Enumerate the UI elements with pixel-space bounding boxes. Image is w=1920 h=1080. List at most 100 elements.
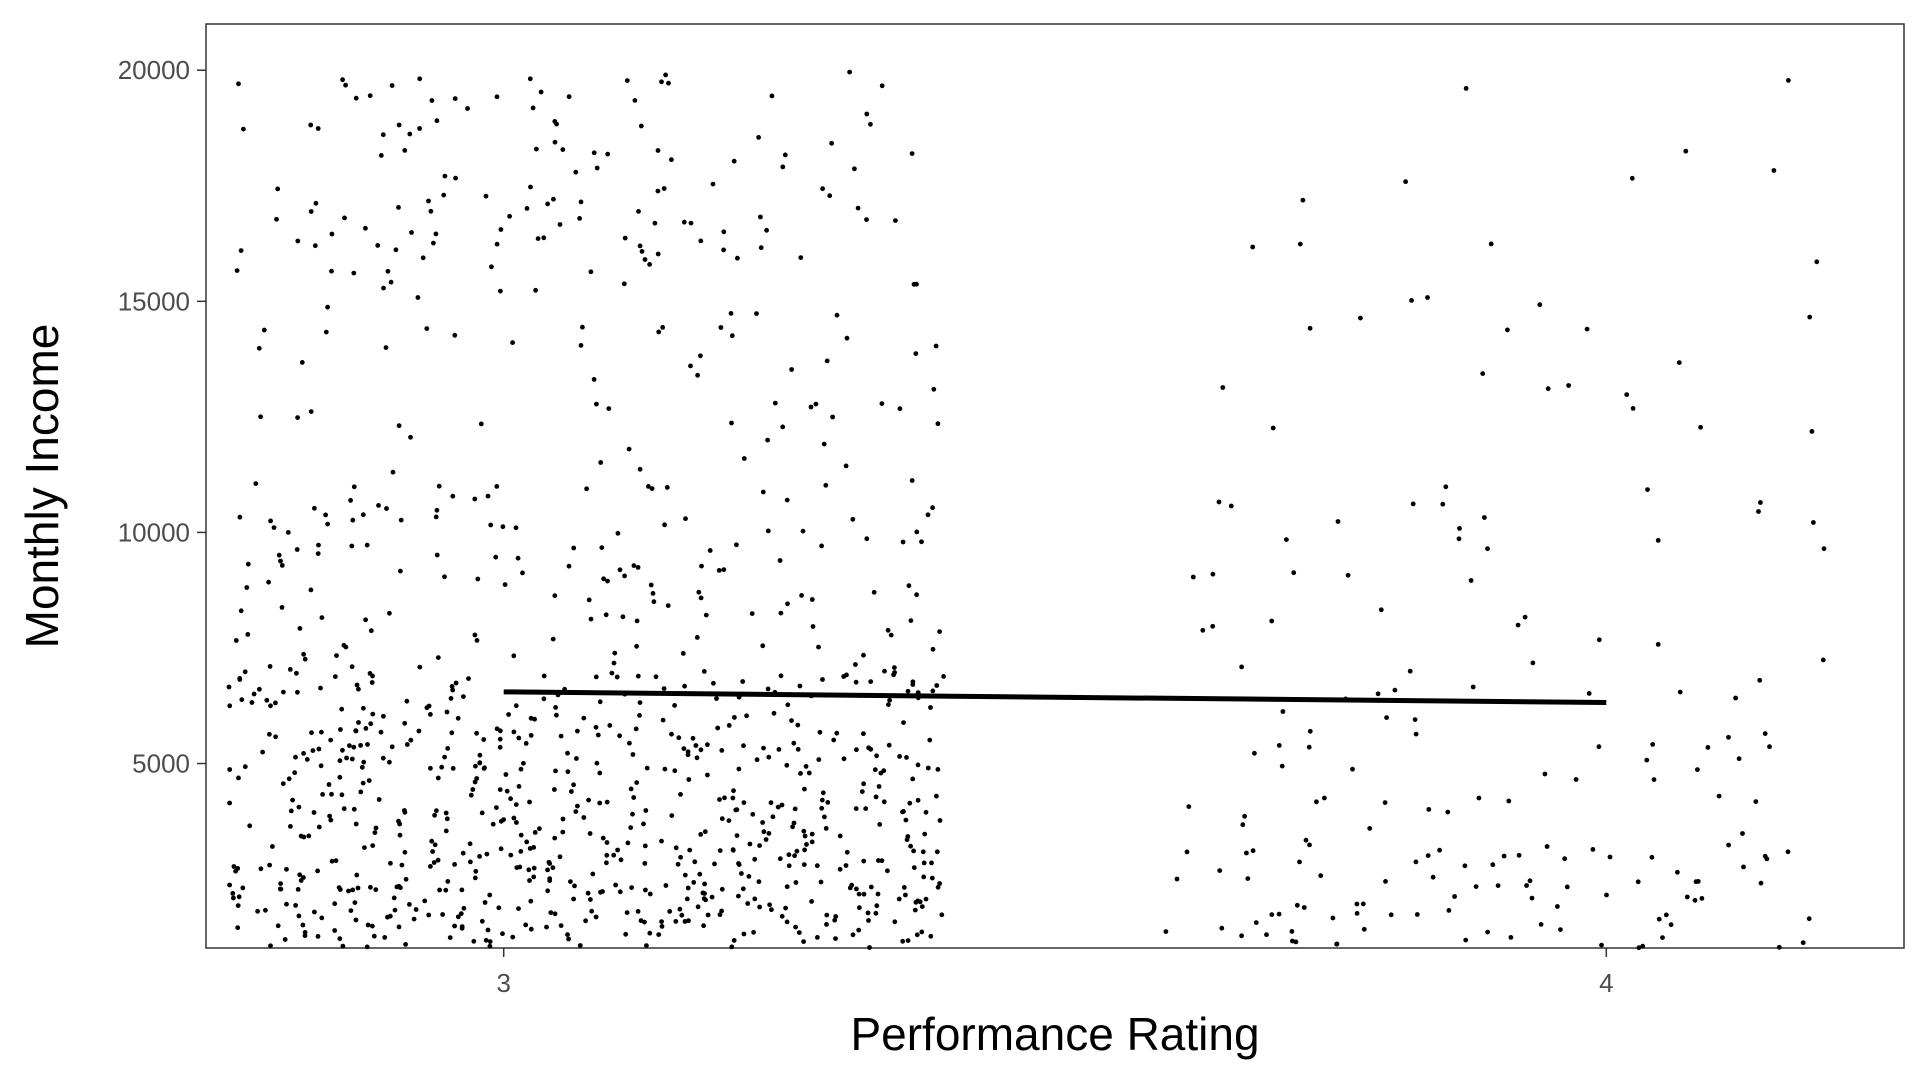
data-point [819,805,825,811]
data-point [1814,259,1820,265]
data-point [801,939,806,944]
data-point [566,94,572,100]
data-point [389,83,395,88]
data-point [460,850,466,856]
data-point [572,883,577,889]
data-point [609,670,615,676]
data-point [628,786,634,792]
data-point [545,888,551,894]
data-point [934,793,939,799]
data-point [256,345,262,351]
data-point [758,214,763,220]
data-point [757,843,762,848]
data-point [903,817,909,823]
data-point [1300,197,1306,203]
data-point [1544,844,1550,849]
data-point [680,651,686,656]
data-point [1413,731,1419,737]
data-point [780,424,786,430]
data-point [777,558,783,563]
data-point [814,863,820,869]
data-point [594,401,599,407]
data-point [383,345,389,350]
data-point [1629,175,1635,181]
data-point [413,907,419,912]
data-point [756,879,762,885]
data-point [868,679,874,684]
data-point [791,820,797,826]
data-point [1530,660,1536,666]
data-point [937,629,942,634]
data-point [642,861,648,866]
data-point [891,672,896,678]
data-point [686,777,692,782]
data-point [816,757,822,762]
data-point [1771,168,1777,173]
data-point [690,735,696,741]
data-point [282,937,288,942]
data-point [821,441,827,447]
data-point [568,879,573,884]
data-point [606,406,612,411]
data-point [823,826,829,831]
data-point [315,551,321,556]
data-point [697,871,703,877]
data-point [935,767,941,772]
data-point [892,919,898,925]
data-point [709,894,715,900]
data-point [287,667,293,672]
x-tick-label: 3 [496,968,510,998]
data-point [768,800,774,806]
data-point [402,849,408,855]
data-point [897,754,902,759]
data-point [934,849,940,855]
data-point [1806,916,1812,922]
data-point [409,230,414,235]
data-point [1516,852,1522,858]
data-point [514,865,520,870]
data-point [315,868,320,874]
data-point [518,766,524,772]
data-point [483,193,489,199]
data-point [547,861,553,866]
data-point [360,780,366,786]
data-point [308,122,314,128]
data-point [1294,902,1300,908]
data-point [635,909,641,914]
data-point [459,924,465,929]
data-point [528,926,534,932]
data-point [541,696,547,702]
data-point [372,830,378,835]
data-point [1675,869,1680,875]
data-point [1495,883,1501,888]
data-point [925,512,931,518]
data-point [1354,911,1360,916]
data-point [227,882,233,888]
data-point [351,484,357,490]
data-point [593,914,599,920]
data-point [864,536,870,542]
data-point [739,871,744,876]
data-point [741,931,747,937]
data-point [560,829,566,835]
data-point [637,713,642,718]
data-point [691,880,697,885]
data-point [741,743,746,749]
data-point [721,247,726,253]
data-point [754,757,760,763]
data-point [497,787,503,792]
data-point [515,555,521,561]
data-point [498,227,504,232]
data-point [604,799,610,805]
data-point [450,766,456,771]
data-point [497,744,503,750]
data-point [698,832,704,837]
data-point [810,624,816,629]
data-point [286,776,292,782]
data-point [857,905,862,911]
data-point [1705,745,1711,750]
data-point [760,489,766,495]
data-point [452,96,458,101]
data-point [1382,800,1388,805]
data-point [649,486,655,491]
